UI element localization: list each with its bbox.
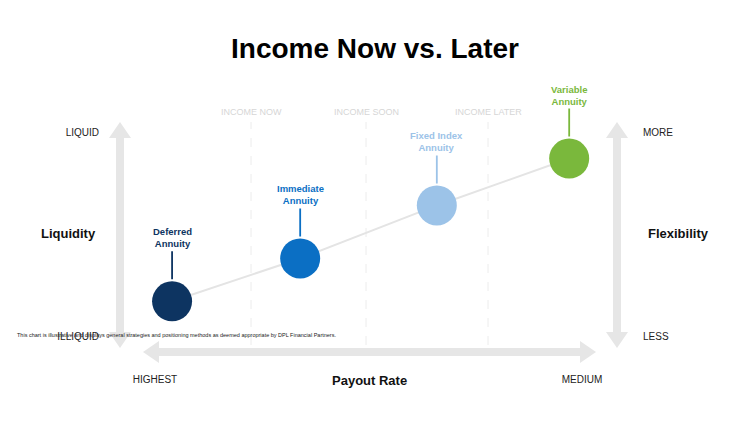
svg-text:MORE: MORE bbox=[643, 127, 673, 138]
svg-text:Payout Rate: Payout Rate bbox=[332, 373, 407, 388]
svg-text:INCOME LATER: INCOME LATER bbox=[455, 107, 522, 117]
svg-text:HIGHEST: HIGHEST bbox=[133, 374, 177, 385]
svg-text:This chart is illustrative and: This chart is illustrative and displays … bbox=[17, 332, 336, 338]
svg-text:INCOME SOON: INCOME SOON bbox=[334, 107, 399, 117]
svg-text:Fixed IndexAnnuity: Fixed IndexAnnuity bbox=[410, 130, 463, 153]
svg-text:ImmediateAnnuity: ImmediateAnnuity bbox=[277, 183, 324, 206]
svg-text:DeferredAnnuity: DeferredAnnuity bbox=[153, 226, 192, 249]
svg-text:Income Now vs. Later: Income Now vs. Later bbox=[231, 33, 519, 64]
svg-text:MEDIUM: MEDIUM bbox=[562, 374, 603, 385]
svg-text:LIQUID: LIQUID bbox=[66, 127, 99, 138]
svg-text:Liquidity: Liquidity bbox=[41, 226, 96, 241]
svg-text:Flexibility: Flexibility bbox=[648, 226, 709, 241]
svg-text:VariableAnnuity: VariableAnnuity bbox=[551, 84, 588, 107]
svg-text:LESS: LESS bbox=[643, 331, 669, 342]
svg-text:ILLIQUID: ILLIQUID bbox=[57, 331, 99, 342]
svg-text:INCOME NOW: INCOME NOW bbox=[221, 107, 282, 117]
